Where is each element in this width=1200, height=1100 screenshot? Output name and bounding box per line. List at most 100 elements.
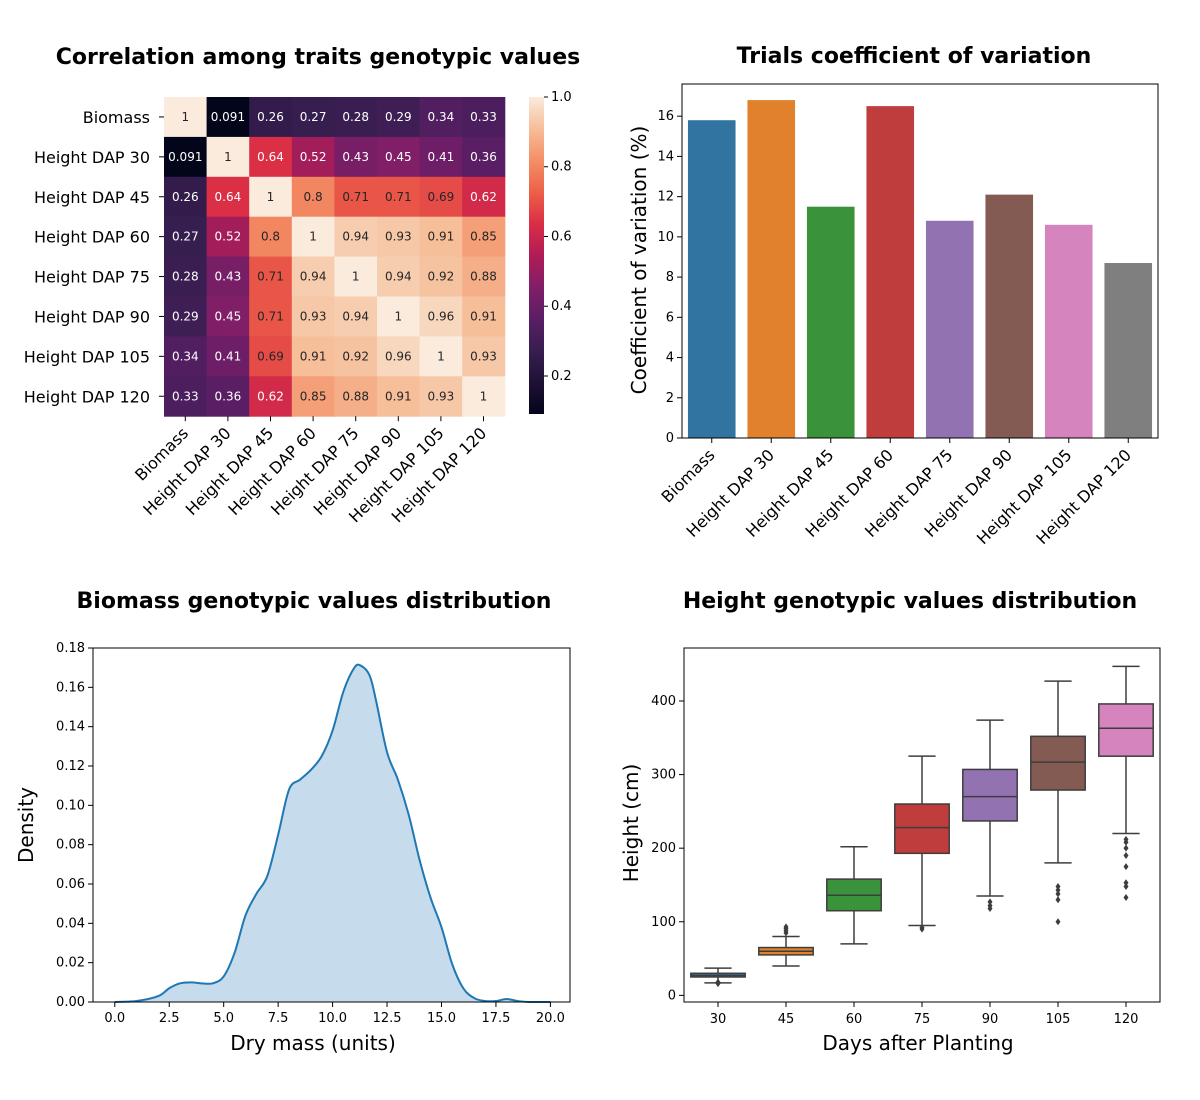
- bar-height-dap-105: [1044, 224, 1093, 438]
- heatmap-cell: [291, 336, 335, 377]
- heatmap-cell-label: 0.45: [385, 150, 412, 164]
- heatmap-cell: [462, 216, 506, 258]
- correlation-heatmap-panel: Correlation among traits genotypic value…: [24, 45, 580, 526]
- heatmap-cell: [334, 216, 378, 258]
- bar-chart-y-ticklabel: 16: [657, 109, 674, 124]
- heatmap-cell: [291, 176, 335, 218]
- heatmap-cell-label: 0.28: [342, 110, 369, 124]
- heatmap-cell-label: 0.93: [428, 389, 455, 403]
- bar-chart-y-ticklabel: 6: [666, 310, 674, 325]
- heatmap-cell-label: 1: [437, 349, 445, 363]
- heatmap-cell: [419, 376, 463, 417]
- heatmap-cell: [249, 216, 293, 258]
- heatmap-cell-label: 0.34: [428, 110, 455, 124]
- heatmap-cell: [419, 136, 463, 178]
- boxplot-x-axis-label: Days after Planting: [822, 1031, 1013, 1055]
- heatmap-cell-label: 0.27: [300, 110, 327, 124]
- bar-chart-y-ticklabel: 2: [666, 391, 674, 406]
- heatmap-y-ticklabel-height-dap-120: Height DAP 120: [24, 387, 150, 406]
- heatmap-cell: [377, 176, 421, 218]
- colorbar-ticklabel: 0.6: [551, 229, 572, 244]
- heatmap-y-ticklabels: Biomass Height DAP 30 Height DAP 45 Height …: [24, 108, 164, 406]
- heatmap-cell: [291, 376, 335, 417]
- heatmap-cell-label: 1: [309, 230, 317, 244]
- height-boxplot-panel: Height genotypic values distribution 0 10…: [619, 589, 1161, 1055]
- colorbar-ticklabel: 0.8: [551, 160, 572, 175]
- heatmap-cell-label: 0.71: [257, 270, 284, 284]
- heatmap-cell: [462, 296, 506, 337]
- heatmap-cell-label: 0.33: [172, 389, 199, 403]
- bar-height-dap-60: [866, 106, 915, 438]
- density-x-axis-label: Dry mass (units): [230, 1031, 396, 1055]
- cv-bar-chart-panel: Trials coefficient of variation 0 2 4 6 8 10 1…: [627, 44, 1159, 548]
- bar-chart-x-ticklabel-biomass: Biomass: [658, 445, 719, 506]
- boxplot-y-ticklabel: 0: [668, 988, 676, 1003]
- outlier-45: [783, 923, 789, 931]
- heatmap-cell-label: 0.85: [470, 230, 497, 244]
- heatmap-y-ticklabel-height-dap-75: Height DAP 75: [34, 268, 150, 287]
- heatmap-cell-label: 0.69: [428, 190, 455, 204]
- heatmap-cell: [291, 97, 335, 138]
- heatmap-cell: [291, 216, 335, 258]
- heatmap-cell-label: 0.91: [300, 349, 327, 363]
- heatmap-cell: [249, 376, 293, 417]
- heatmap-cell: [249, 176, 293, 218]
- heatmap-cell-label: 0.27: [172, 230, 199, 244]
- heatmap-cell-label: 0.26: [257, 110, 284, 124]
- heatmap-cell: [377, 336, 421, 377]
- density-x-ticklabel: 20.0: [536, 1011, 565, 1026]
- heatmap-cell-label: 0.93: [300, 309, 327, 323]
- heatmap-cell-label: 1: [394, 309, 402, 323]
- density-y-ticklabel: 0.12: [56, 759, 85, 774]
- heatmap-y-ticklabel-height-dap-45: Height DAP 45: [34, 188, 150, 207]
- density-y-ticklabel: 0.08: [56, 838, 85, 853]
- bar-chart-y-axis-label: Coefficient of variation (%): [627, 126, 651, 395]
- heatmap-cell: [334, 136, 378, 178]
- biomass-density-panel: Biomass genotypic values distribution 0.…: [14, 589, 571, 1055]
- heatmap-cell: [164, 136, 208, 178]
- box-90: [962, 768, 1018, 822]
- heatmap-cell-label: 0.8: [304, 190, 323, 204]
- outlier-120: [1123, 863, 1129, 871]
- heatmap-cell: [206, 256, 250, 297]
- bar-chart-bars: [687, 100, 1153, 439]
- heatmap-cell: [377, 97, 421, 138]
- density-y-ticklabel: 0.00: [56, 995, 85, 1010]
- bar-height-dap-75: [925, 220, 974, 438]
- boxplot-x-ticklabel-75: 75: [914, 1012, 931, 1027]
- heatmap-cell: [419, 336, 463, 377]
- heatmap-cell-label: 0.91: [470, 309, 497, 323]
- density-x-ticklabel: 10.0: [318, 1011, 347, 1026]
- heatmap-cell: [334, 97, 378, 138]
- heatmap-cell: [164, 376, 208, 417]
- heatmap-cell-label: 0.43: [215, 270, 242, 284]
- heatmap-cells: 1 0.091 0.26 0.27 0.28 0.29 0.34 0.33 0.091 1 0.64…: [164, 97, 506, 417]
- heatmap-cell: [206, 296, 250, 337]
- heatmap-cell-label: 0.091: [168, 150, 202, 164]
- heatmap-cell: [377, 376, 421, 417]
- heatmap-cell: [249, 336, 293, 377]
- heatmap-cell: [164, 296, 208, 337]
- boxplot-y-axis-label: Height (cm): [619, 764, 643, 883]
- heatmap-cell-label: 0.94: [300, 270, 327, 284]
- heatmap-cell: [377, 296, 421, 337]
- heatmap-cell: [249, 256, 293, 297]
- density-y-ticklabel: 0.14: [56, 720, 85, 735]
- outlier-90: [987, 898, 993, 906]
- heatmap-cell-label: 0.91: [428, 230, 455, 244]
- heatmap-y-ticklabel-height-dap-60: Height DAP 60: [34, 228, 150, 247]
- boxplot-x-ticklabel-30: 30: [710, 1012, 727, 1027]
- bar-chart-y-ticklabel: 14: [657, 149, 674, 164]
- heatmap-cell-label: 0.64: [215, 190, 242, 204]
- density-curve: [114, 663, 551, 1004]
- heatmap-cell-label: 0.36: [215, 389, 242, 403]
- heatmap-cell-label: 0.41: [428, 150, 455, 164]
- heatmap-cell-label: 0.94: [342, 309, 369, 323]
- outlier-105: [1055, 890, 1061, 898]
- heatmap-cell: [164, 176, 208, 218]
- bar-chart-frame: [681, 83, 1159, 439]
- heatmap-cell: [462, 136, 506, 178]
- heatmap-cell: [462, 376, 506, 417]
- heatmap-cell: [164, 336, 208, 377]
